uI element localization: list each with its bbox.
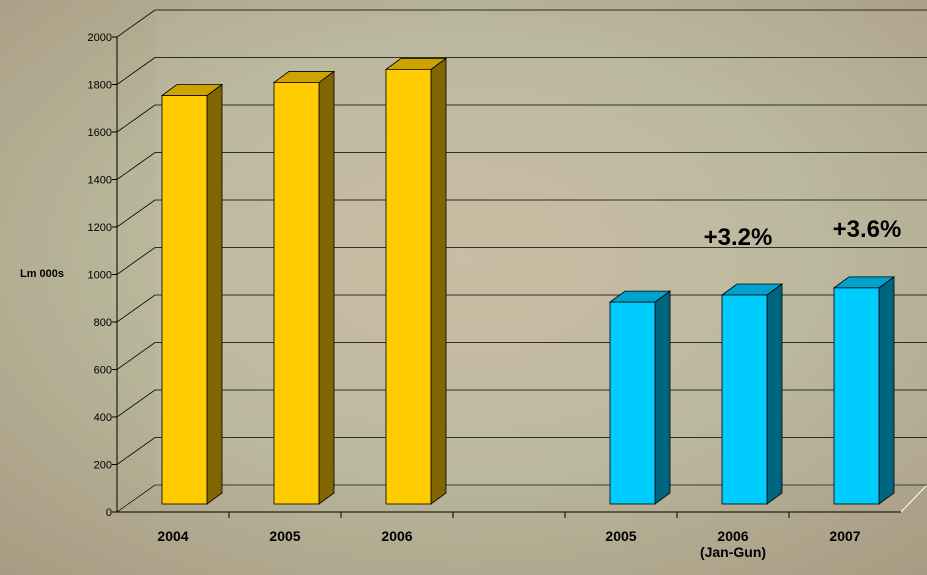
y-tick-label: 600: [94, 365, 112, 377]
bar: [720, 283, 784, 505]
bar-front: [161, 95, 208, 505]
bar-side: [766, 283, 783, 505]
annotation: +3.2%: [704, 224, 773, 251]
bar-front: [273, 82, 320, 505]
bar-front: [385, 68, 432, 505]
grid-line: [116, 247, 927, 275]
grid-line: [116, 57, 927, 85]
y-tick-label: 1000: [88, 270, 112, 282]
y-tick-label: 400: [94, 412, 112, 424]
bar-side: [654, 290, 671, 505]
y-axis-label: Lm 000s: [20, 268, 64, 280]
x-tick-label: 2007: [829, 528, 860, 544]
grid-line: [116, 152, 927, 180]
y-tick-label: 800: [94, 317, 112, 329]
grid-line: [116, 199, 927, 228]
bar-front: [721, 294, 768, 505]
annotation: +3.6%: [833, 216, 902, 243]
bar-side: [318, 70, 335, 505]
x-tick-label: 2005: [605, 528, 636, 544]
x-tick-label: 2004: [157, 528, 188, 544]
y-tick-label: 1200: [88, 222, 112, 234]
y-tick-label: 1400: [88, 175, 112, 187]
bar: [384, 57, 448, 505]
y-tick-label: 1600: [88, 127, 112, 139]
x-tick-label: 2006: [381, 528, 412, 544]
bar-front: [609, 301, 656, 505]
bar: [272, 70, 336, 505]
y-tick-label: 0: [106, 507, 112, 519]
grid-line: [116, 9, 927, 38]
bar-side: [206, 83, 223, 505]
x-tick-label: 2006 (Jan-Gun): [700, 528, 766, 560]
bar-side: [430, 57, 447, 505]
bar-front: [833, 287, 880, 505]
y-tick-label: 2000: [88, 32, 112, 44]
y-tick-label: 200: [94, 460, 112, 472]
bar: [160, 83, 224, 505]
grid-line: [116, 104, 927, 133]
bar-side: [878, 276, 895, 505]
bar: [832, 276, 896, 505]
x-tick-label: 2005: [269, 528, 300, 544]
y-tick-label: 1800: [88, 80, 112, 92]
bar: [608, 290, 672, 505]
